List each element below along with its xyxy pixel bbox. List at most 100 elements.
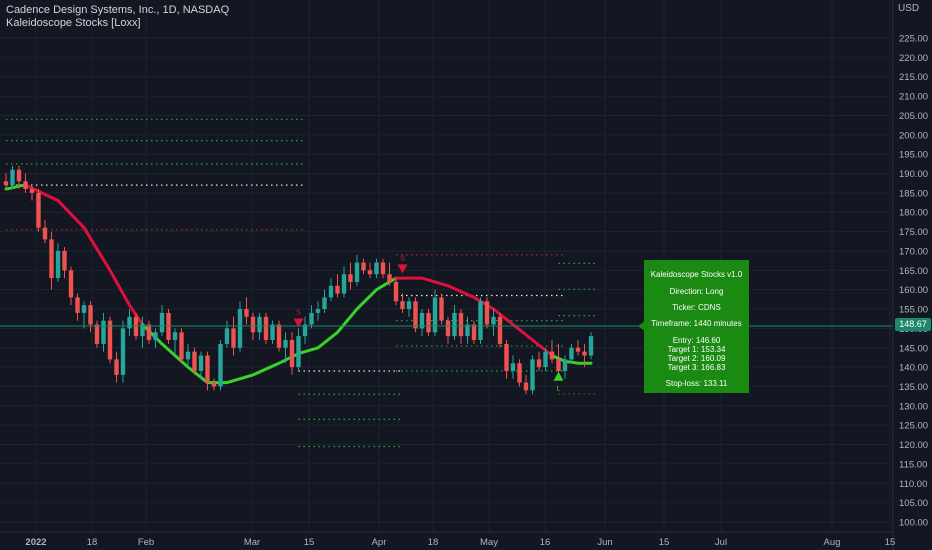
short-signal-icon (397, 264, 408, 274)
candle-body (231, 328, 236, 348)
candle-body (569, 347, 574, 360)
candle-body (393, 281, 399, 302)
y-tick-label: 170.00 (899, 246, 928, 257)
last-price-tag: 148.67 (895, 318, 931, 331)
x-tick-label: Apr (372, 537, 387, 548)
y-tick-label: 225.00 (899, 34, 928, 45)
candle-body (374, 262, 379, 275)
indicator-title[interactable]: Kaleidoscope Stocks [Loxx] (6, 17, 141, 29)
candle-body (322, 297, 327, 310)
y-tick-label: 110.00 (899, 479, 927, 490)
y-tick-label: 140.00 (899, 363, 928, 374)
candle-body (198, 355, 204, 371)
y-tick-label: 105.00 (899, 498, 928, 509)
x-tick-label: 15 (885, 537, 896, 548)
candle-body (237, 309, 243, 348)
candle-body (172, 332, 178, 341)
panel-timeframe: Timeframe: 1440 minutes (651, 319, 742, 328)
x-tick-label: Feb (138, 537, 154, 548)
price-axis[interactable]: 100.00 105.00 110.00 115.00 120.00 125.00 130.… (899, 34, 928, 529)
candle-body (244, 309, 249, 317)
info-panel: Kaleidoscope Stocks v1.0 Direction: Long… (644, 260, 749, 393)
candle-body (588, 336, 594, 356)
candle-body (205, 355, 210, 383)
candle-body (562, 359, 568, 371)
candle-body (354, 262, 360, 282)
signal-markers: S S L (293, 255, 564, 393)
candle-body (302, 324, 308, 337)
y-tick-label: 115.00 (899, 459, 927, 470)
x-tick-label: May (480, 537, 498, 548)
y-tick-label: 130.00 (899, 401, 928, 412)
candle-body (276, 324, 282, 348)
x-tick-label: Aug (824, 537, 841, 548)
candle-body (465, 324, 470, 337)
currency-label: USD (898, 3, 920, 14)
candle-body (101, 320, 106, 344)
x-tick-label: Mar (244, 537, 260, 548)
candle-body (296, 336, 301, 368)
candle-body (387, 274, 392, 282)
panel-target3: Target 3: 166.83 (667, 363, 726, 372)
candle-body (478, 301, 483, 341)
x-tick-label: Jul (715, 537, 727, 548)
candle-body (575, 347, 581, 352)
candle-body (432, 297, 438, 333)
candle-body (348, 274, 353, 282)
y-tick-label: 180.00 (899, 208, 928, 219)
candle-body (153, 332, 158, 341)
short-signal-label: S (296, 310, 301, 317)
candle-body (94, 324, 100, 344)
candle-body (36, 192, 41, 228)
x-tick-label: 2022 (25, 537, 46, 548)
candle-body (62, 250, 67, 271)
candle-body (380, 262, 386, 275)
candles (3, 165, 594, 395)
y-tick-label: 190.00 (899, 169, 928, 180)
panel-title: Kaleidoscope Stocks v1.0 (650, 270, 743, 279)
candle-body (536, 359, 542, 368)
candle-body (185, 351, 191, 360)
x-tick-label: 15 (304, 537, 315, 548)
y-tick-label: 135.00 (899, 382, 928, 393)
candle-body (10, 169, 15, 186)
y-tick-label: 125.00 (899, 421, 928, 432)
candle-body (426, 312, 431, 333)
candle-body (419, 312, 425, 329)
x-tick-label: 15 (659, 537, 670, 548)
panel-target1: Target 1: 153.34 (667, 345, 726, 354)
candle-body (543, 351, 548, 368)
candle-body (523, 382, 529, 391)
candle-body (250, 316, 256, 333)
candle-body (88, 305, 93, 325)
bull-line (297, 276, 398, 356)
time-axis[interactable]: 2022 18 Feb Mar 15 Apr 18 May 16 Jun 15 Jul Aug 15 (25, 537, 895, 548)
candle-body (263, 316, 269, 341)
panel-target2: Target 2: 160.09 (667, 354, 726, 363)
bear-line (394, 276, 554, 357)
panel-stop-loss: Stop-loss: 133.11 (665, 379, 728, 388)
y-tick-label: 185.00 (899, 188, 928, 199)
bear-line (24, 183, 144, 326)
x-tick-label: 18 (87, 537, 98, 548)
candle-body (224, 328, 230, 344)
candle-body (107, 320, 113, 360)
candle-body (582, 351, 587, 356)
candle-body (159, 312, 165, 333)
panel-direction: Direction: Long (669, 287, 724, 296)
y-tick-label: 220.00 (899, 53, 928, 64)
candle-body (367, 270, 373, 275)
x-tick-label: 18 (428, 537, 439, 548)
y-tick-label: 175.00 (899, 227, 928, 238)
candle-body (471, 324, 477, 341)
symbol-title[interactable]: Cadence Design Systems, Inc., 1D, NASDAQ (6, 4, 230, 16)
bull-line (4, 183, 27, 191)
chart-grid (0, 0, 893, 532)
long-signal-label: L (557, 386, 561, 393)
candle-body (335, 285, 340, 294)
y-tick-label: 210.00 (899, 92, 928, 103)
candle-body (361, 262, 366, 271)
panel-pointer (638, 321, 645, 331)
candle-body (120, 328, 126, 375)
